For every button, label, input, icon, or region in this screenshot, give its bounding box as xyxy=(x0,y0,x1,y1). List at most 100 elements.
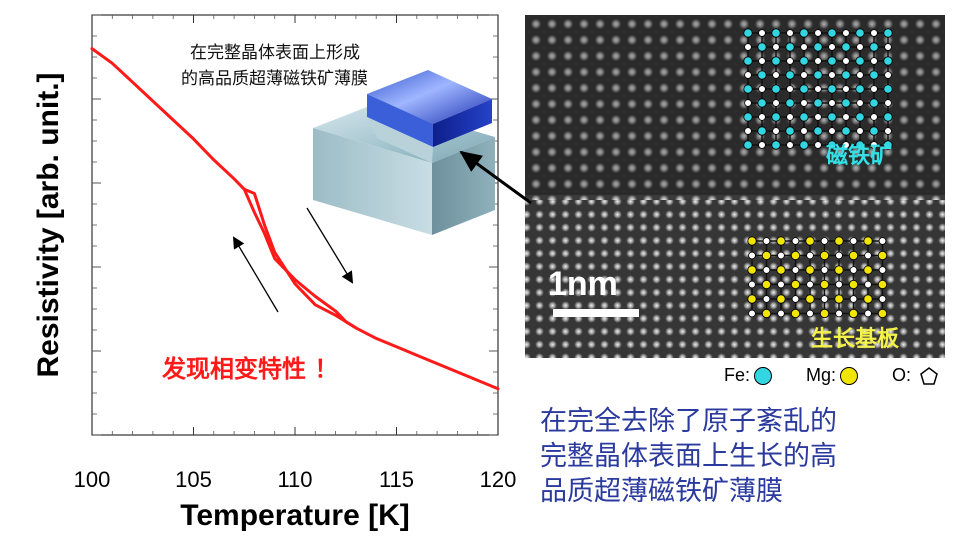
substrate-label: 生长基板 xyxy=(811,327,900,352)
magnetite-atom xyxy=(771,28,781,38)
magnetite-atom xyxy=(758,141,766,149)
magnetite-atom xyxy=(883,140,893,150)
substrate-atom xyxy=(762,237,771,245)
magnetite-atom xyxy=(800,127,808,135)
tem-image: 磁铁矿 生长基板 1nm xyxy=(525,15,945,358)
description-caption: 在完全去除了原子紊乱的 完整晶体表面上生长的高 品质超薄磁铁矿薄膜 xyxy=(540,404,960,509)
substrate-atom xyxy=(747,294,757,304)
magnetite-atom xyxy=(855,56,865,66)
substrate-atom xyxy=(819,279,830,290)
substrate-atom xyxy=(878,266,887,274)
legend-o-label: O: xyxy=(892,365,912,385)
substrate-atom xyxy=(877,308,888,319)
film-top-face xyxy=(367,70,492,124)
y-axis-ticks xyxy=(92,14,498,436)
substrate-step-face xyxy=(367,117,433,163)
substrate-atom xyxy=(863,265,873,275)
magnetite-atom xyxy=(814,29,822,37)
magnetite-label: 磁铁矿 xyxy=(826,143,892,169)
x-tick-label: 120 xyxy=(480,467,517,492)
substrate-atom xyxy=(820,237,829,245)
magnetite-atom xyxy=(841,70,851,80)
substrate-atom xyxy=(835,251,843,260)
magnetite-atom xyxy=(813,70,823,80)
magnetite-atom xyxy=(786,57,794,65)
magnetite-atom xyxy=(786,113,794,121)
magnetite-atom xyxy=(869,98,879,108)
magnetite-atom xyxy=(743,112,753,122)
magnetite-atom xyxy=(744,99,752,107)
substrate-atom xyxy=(776,294,786,304)
magnetite-atom xyxy=(855,112,865,122)
x-tick-label: 110 xyxy=(277,467,312,492)
substrate-front-face xyxy=(313,128,432,235)
magnetite-atom xyxy=(772,99,780,107)
magnetite-atom xyxy=(828,99,836,107)
substrate-atom xyxy=(805,236,815,246)
magnetite-atom xyxy=(827,84,837,94)
magnetite-atom xyxy=(814,57,822,65)
magnetite-atom xyxy=(841,42,851,52)
substrate-atom xyxy=(849,266,858,274)
magnetite-atom xyxy=(856,127,864,135)
pointer-arrow xyxy=(459,150,532,205)
film-right-face xyxy=(433,99,492,147)
substrate-atom xyxy=(848,308,859,319)
magnetite-atom xyxy=(771,140,781,150)
substrate-atom xyxy=(834,236,844,246)
substrate-atom xyxy=(878,237,887,245)
thin-film-illustration xyxy=(313,70,495,235)
substrate-atom xyxy=(761,250,772,261)
magnetite-atom xyxy=(827,140,837,150)
magnetite-atom xyxy=(758,29,766,37)
series-group xyxy=(90,47,500,391)
magnetite-atom xyxy=(884,71,892,79)
magnetite-atom xyxy=(813,42,823,52)
magnetite-atom xyxy=(856,99,864,107)
substrate-atom xyxy=(806,280,814,289)
substrate-atom xyxy=(776,265,786,275)
magnetite-atom xyxy=(785,98,795,108)
magnetite-atom xyxy=(855,84,865,94)
magnetite-atom xyxy=(813,126,823,136)
magnetite-atom xyxy=(827,56,837,66)
fe-atom-icon xyxy=(754,367,773,386)
substrate-atom xyxy=(748,280,756,289)
magnetite-atom xyxy=(869,126,879,136)
substrate-atom xyxy=(790,308,801,319)
substrate-atom xyxy=(877,279,888,290)
magnetite-atom xyxy=(785,70,795,80)
magnetite-atom xyxy=(842,85,850,93)
substrate-atom xyxy=(805,265,815,275)
magnetite-atom xyxy=(757,42,767,52)
magnetite-atom xyxy=(827,28,837,38)
substrate-atom xyxy=(747,236,757,246)
warming-direction-arrow xyxy=(306,207,354,284)
substrate-atom xyxy=(863,294,873,304)
magnetite-atom xyxy=(869,70,879,80)
x-tick-label: 105 xyxy=(175,467,212,492)
x-axis-label: Temperature [K] xyxy=(180,499,409,532)
magnetite-atom xyxy=(814,113,822,121)
substrate-atom xyxy=(791,266,800,274)
mg-atom-icon xyxy=(840,367,859,386)
magnetite-crystal-model xyxy=(743,28,893,150)
magnetite-atom xyxy=(855,28,865,38)
x-tick-label: 115 xyxy=(379,467,414,492)
magnetite-atom xyxy=(842,141,850,149)
magnetite-atom xyxy=(799,84,809,94)
substrate-atom xyxy=(791,295,800,303)
plot-area: 100 105 110 115 120 xyxy=(74,14,517,492)
film-side-face xyxy=(367,94,433,147)
magnetite-atom xyxy=(814,141,822,149)
magnetite-atom xyxy=(813,98,823,108)
caption-line-2: 完整晶体表面上生长的高 xyxy=(540,441,837,472)
magnetite-atom xyxy=(842,113,850,121)
substrate-atom xyxy=(762,266,771,274)
magnetite-atom xyxy=(786,29,794,37)
magnetite-atom xyxy=(785,126,795,136)
magnetite-atom xyxy=(772,43,780,51)
substrate-atom xyxy=(864,251,872,260)
magnetite-atom xyxy=(758,113,766,121)
